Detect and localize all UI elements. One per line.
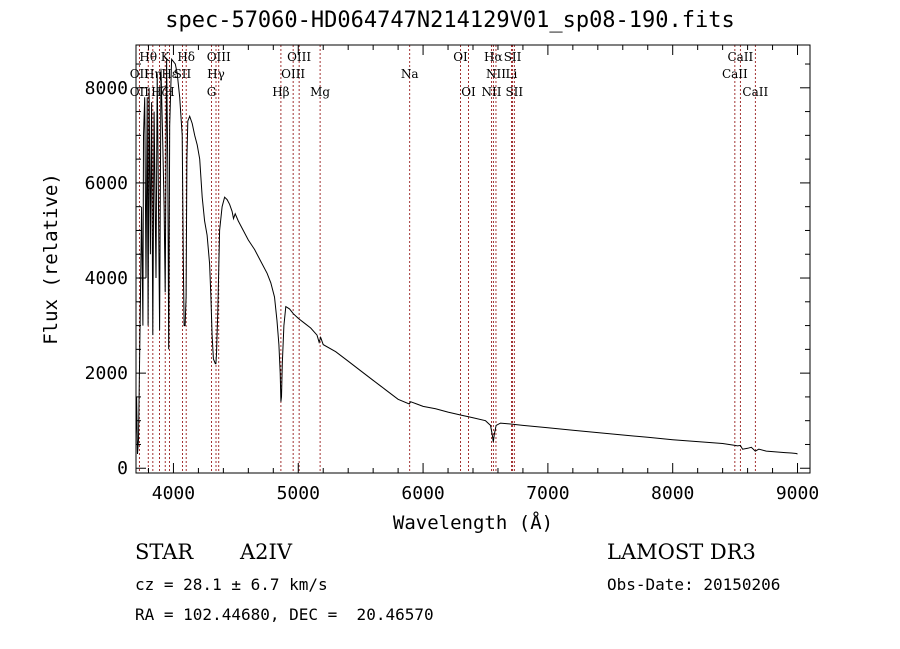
x-tick-label: 8000 [651, 483, 694, 504]
x-axis-label: Wavelength (Å) [393, 511, 553, 534]
line-label: SII [505, 85, 523, 99]
x-tick-label: 4000 [152, 483, 195, 504]
line-label: Hδ [177, 50, 195, 64]
line-label: H [164, 85, 174, 99]
line-label: OIII [207, 50, 231, 64]
line-label: Hγ [207, 67, 225, 81]
spectral-line-markers [138, 45, 756, 473]
y-tick-label: 0 [117, 458, 128, 479]
line-label: Mg [310, 85, 330, 99]
x-tick-label: 5000 [277, 483, 320, 504]
y-tick-label: 8000 [85, 78, 128, 99]
line-label: SII [504, 50, 522, 64]
line-label: Hη [144, 67, 162, 81]
y-tick-label: 4000 [85, 268, 128, 289]
line-label: Hζ [151, 85, 168, 99]
line-label: OII [130, 67, 150, 81]
x-tick-label: 9000 [776, 483, 819, 504]
line-label: CaII [727, 50, 753, 64]
axis-ticks: 4000 5000 6000 7000 8000 9000 0 2000 4000 6000 800… [85, 45, 819, 504]
spectrum-line [135, 57, 798, 455]
line-label: Hε [161, 67, 178, 81]
x-tick-label: 6000 [401, 483, 444, 504]
object-type: STAR [135, 540, 194, 564]
object-subclass: A2IV [240, 540, 292, 564]
line-label: Li [506, 67, 518, 81]
line-label: SII [174, 67, 192, 81]
chart-title: spec-57060-HD064747N214129V01_sp08-190.f… [165, 8, 735, 33]
line-label: Hβ [272, 85, 289, 99]
x-tick-label: 7000 [526, 483, 569, 504]
y-axis-label: Flux (relative) [40, 173, 62, 345]
line-label: Hα [484, 50, 503, 64]
line-label: NII [486, 67, 506, 81]
coordinates: RA = 102.44680, DEC = 20.46570 [135, 605, 434, 624]
survey-name: LAMOST DR3 [607, 540, 756, 564]
y-tick-label: 6000 [85, 173, 128, 194]
plot-frame [135, 44, 811, 474]
line-label: Na [401, 67, 419, 81]
line-label: CaII [742, 85, 768, 99]
line-label: G [207, 85, 217, 99]
line-label: OIII [287, 50, 311, 64]
line-label: OII [130, 85, 150, 99]
line-label: CaII [722, 67, 748, 81]
line-label: K [161, 50, 171, 64]
line-label: OIII [281, 67, 305, 81]
observation-date: Obs-Date: 20150206 [607, 575, 781, 594]
y-tick-label: 2000 [85, 363, 128, 384]
redshift-cz: cz = 28.1 ± 6.7 km/s [135, 575, 328, 594]
line-label: OI [461, 85, 476, 99]
line-label: OI [453, 50, 468, 64]
line-label: Hθ [139, 50, 157, 64]
line-label: NII [481, 85, 501, 99]
